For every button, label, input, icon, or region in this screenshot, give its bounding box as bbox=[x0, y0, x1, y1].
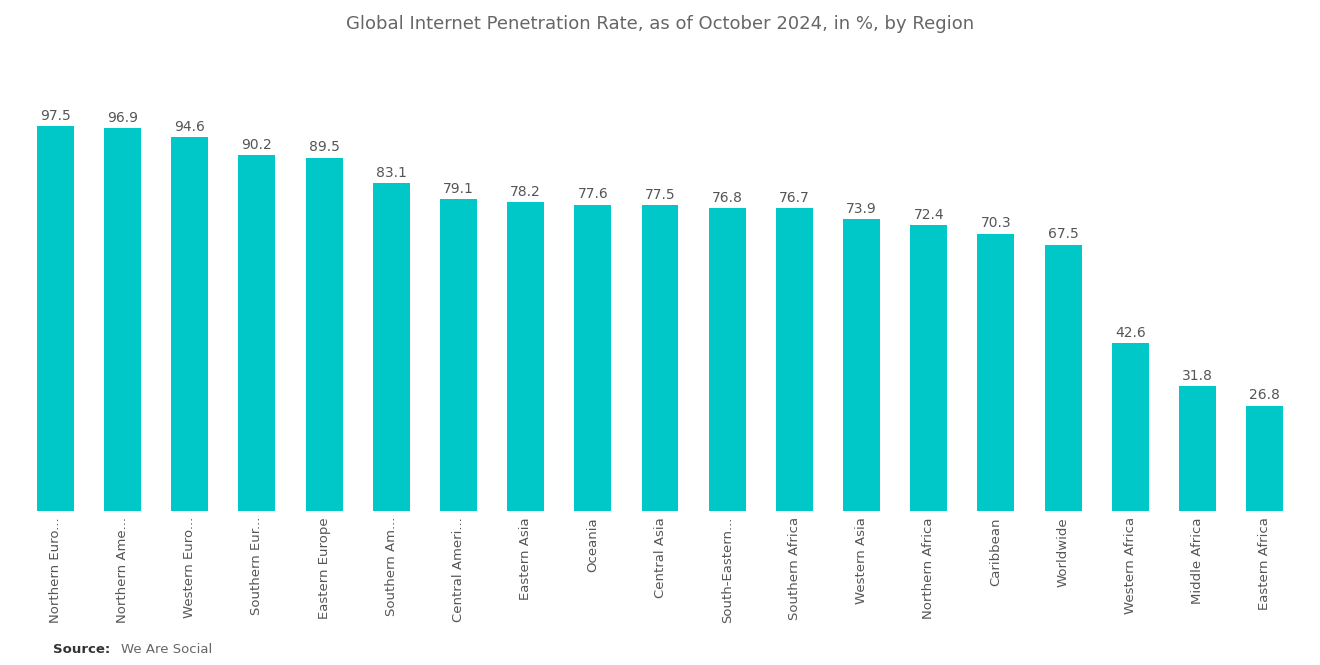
Text: 31.8: 31.8 bbox=[1183, 368, 1213, 382]
Bar bbox=[239, 155, 276, 511]
Text: 72.4: 72.4 bbox=[913, 208, 944, 222]
Bar bbox=[1179, 386, 1216, 511]
Bar bbox=[507, 202, 544, 511]
Text: 77.6: 77.6 bbox=[577, 188, 609, 201]
Bar bbox=[104, 128, 141, 511]
Text: 76.7: 76.7 bbox=[779, 191, 809, 205]
Text: 90.2: 90.2 bbox=[242, 138, 272, 152]
Bar bbox=[978, 233, 1014, 511]
Bar bbox=[306, 158, 342, 511]
Bar bbox=[1246, 406, 1283, 511]
Text: 73.9: 73.9 bbox=[846, 202, 876, 216]
Text: 94.6: 94.6 bbox=[174, 120, 205, 134]
Bar bbox=[709, 208, 746, 511]
Bar bbox=[574, 205, 611, 511]
Text: 76.8: 76.8 bbox=[711, 191, 743, 205]
Text: 70.3: 70.3 bbox=[981, 216, 1011, 230]
Bar bbox=[37, 126, 74, 511]
Bar bbox=[1044, 245, 1081, 511]
Bar bbox=[911, 225, 948, 511]
Text: We Are Social: We Are Social bbox=[121, 643, 213, 656]
Bar bbox=[843, 219, 880, 511]
Text: 78.2: 78.2 bbox=[511, 185, 541, 199]
Bar bbox=[1111, 343, 1148, 511]
Bar bbox=[642, 205, 678, 511]
Title: Global Internet Penetration Rate, as of October 2024, in %, by Region: Global Internet Penetration Rate, as of … bbox=[346, 15, 974, 33]
Text: 77.5: 77.5 bbox=[644, 188, 676, 202]
Bar bbox=[776, 208, 813, 511]
Text: 79.1: 79.1 bbox=[444, 182, 474, 196]
Text: 97.5: 97.5 bbox=[40, 109, 71, 123]
Bar bbox=[440, 199, 477, 511]
Text: 26.8: 26.8 bbox=[1249, 388, 1280, 402]
Text: 67.5: 67.5 bbox=[1048, 227, 1078, 241]
Bar bbox=[372, 183, 409, 511]
Text: 89.5: 89.5 bbox=[309, 140, 339, 154]
Text: 96.9: 96.9 bbox=[107, 111, 139, 125]
Text: 83.1: 83.1 bbox=[376, 166, 407, 180]
Text: Source:: Source: bbox=[53, 643, 110, 656]
Text: 42.6: 42.6 bbox=[1115, 326, 1146, 340]
Bar bbox=[172, 138, 209, 511]
